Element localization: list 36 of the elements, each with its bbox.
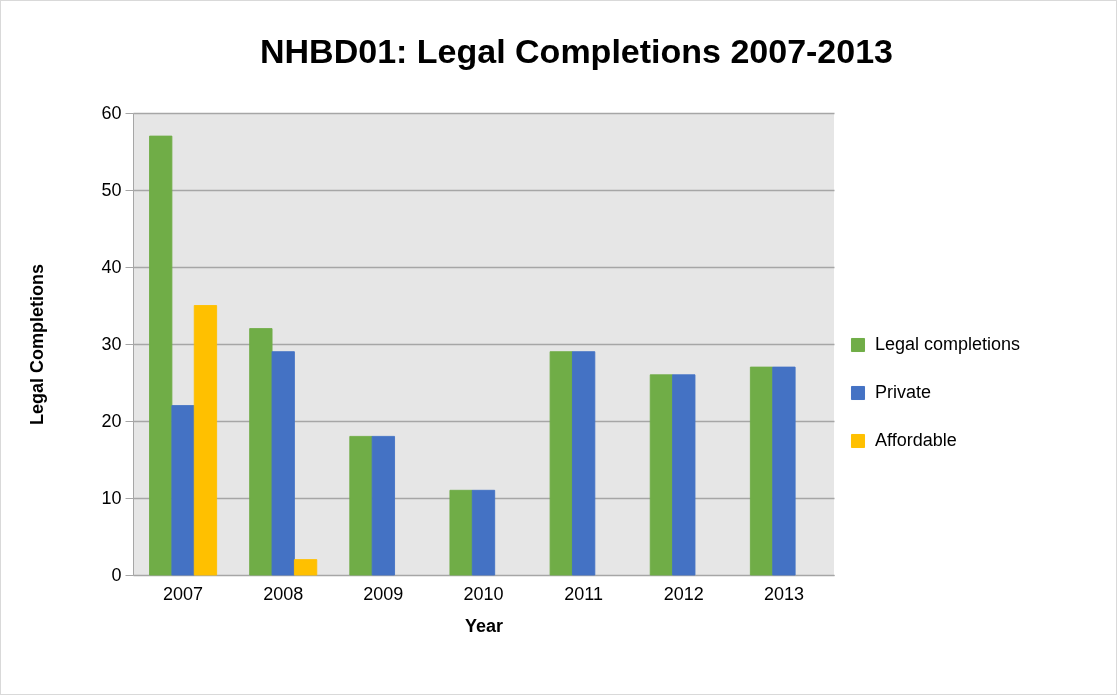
bar — [171, 405, 195, 576]
x-axis-title: Year — [464, 615, 504, 636]
x-tick-label: 2008 — [263, 583, 304, 604]
bar — [471, 489, 496, 576]
bar — [549, 351, 573, 576]
bar — [193, 305, 218, 576]
y-tick-label: 30 — [101, 333, 122, 354]
chart-title: NHBD01: Legal Completions 2007-2013 — [260, 32, 893, 70]
y-tick-label: 20 — [101, 410, 122, 431]
y-tick-label: 40 — [101, 256, 122, 277]
bar — [271, 351, 295, 576]
bar — [772, 366, 796, 576]
bar — [249, 328, 273, 576]
bar — [749, 366, 774, 576]
bar — [149, 135, 173, 576]
bar — [672, 374, 696, 576]
x-tick-label: 2009 — [363, 583, 404, 604]
bar — [293, 559, 318, 576]
y-tick-label: 10 — [101, 487, 122, 508]
x-tick-label: 2011 — [564, 583, 603, 604]
x-tick-label: 2012 — [663, 583, 704, 604]
y-tick-label: 0 — [111, 564, 122, 585]
x-tick-label: 2010 — [463, 583, 504, 604]
x-tick-label: 2007 — [163, 583, 204, 604]
bar — [649, 374, 674, 576]
y-tick-label: 50 — [101, 179, 122, 200]
bar — [349, 435, 373, 576]
legend-label: Affordable — [875, 430, 957, 450]
legend-label: Legal completions — [875, 334, 1021, 354]
x-tick-label: 2013 — [763, 583, 804, 604]
legend-label: Private — [875, 382, 932, 402]
bar — [571, 351, 596, 576]
bar — [371, 435, 396, 576]
y-axis-title: Legal Completions — [27, 263, 48, 426]
bar — [449, 489, 473, 576]
y-tick-label: 60 — [101, 102, 122, 123]
